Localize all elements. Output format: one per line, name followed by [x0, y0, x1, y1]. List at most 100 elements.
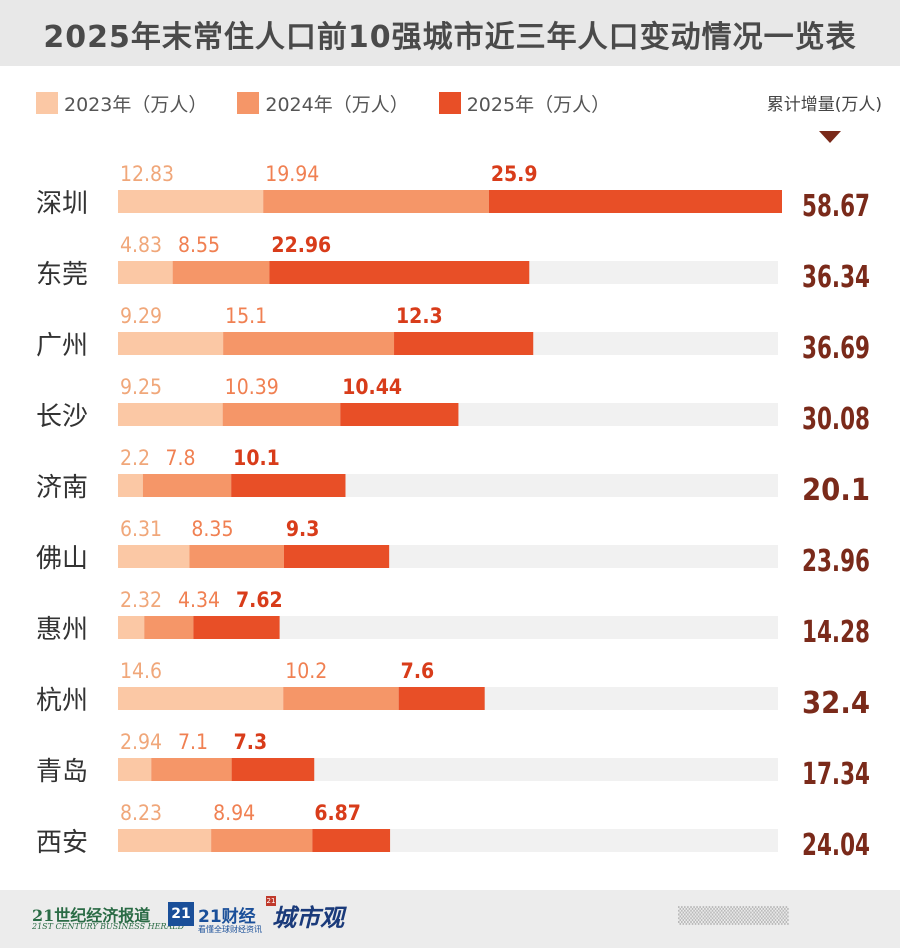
bar-segment-2025: [231, 474, 346, 497]
value-label-2023: 9.29: [120, 304, 162, 328]
city-label: 惠州: [36, 615, 88, 645]
bar-segment-2025: [269, 261, 530, 284]
city-label: 杭州: [36, 686, 88, 716]
total-value: 23.96: [802, 544, 870, 579]
bar-segment-2023: [118, 474, 143, 497]
value-label-2025: 7.6: [401, 659, 434, 683]
value-label-2023: 2.94: [120, 730, 162, 754]
value-label-2024: 15.1: [225, 304, 267, 328]
value-label-2023: 8.23: [120, 801, 162, 825]
value-label-2023: 12.83: [120, 162, 174, 186]
value-label-2023: 14.6: [120, 659, 162, 683]
value-label-2024: 10.39: [225, 375, 279, 399]
value-label-2025: 10.1: [233, 446, 280, 470]
total-value: 36.34: [802, 260, 870, 295]
bar-segment-2023: [118, 687, 284, 710]
bar-segment-2023: [118, 190, 264, 213]
value-label-2025: 6.87: [314, 801, 361, 825]
down-arrow-icon: [819, 131, 841, 143]
bar-segment-2025: [340, 403, 459, 426]
logo-21-century-business-herald: 21世纪经济报道: [32, 906, 151, 925]
watermark: ▒▒▒▒▒▒▒▒▒: [678, 906, 789, 925]
value-label-2025: 25.9: [491, 162, 538, 186]
logo-city-view-mark: 21: [266, 896, 276, 906]
bar-segment-2023: [118, 332, 224, 355]
city-label: 东莞: [36, 260, 88, 290]
bar-segment-2024: [151, 758, 232, 781]
bar-segment-2025: [231, 758, 315, 781]
bar-segment-2025: [398, 687, 485, 710]
legend-label-2025: 2025年（万人）: [466, 93, 611, 116]
total-header: 累计增量(万人): [766, 95, 882, 115]
value-label-2024: 7.8: [166, 446, 196, 470]
value-label-2025: 7.3: [234, 730, 267, 754]
value-label-2023: 4.83: [120, 233, 162, 257]
bar-segment-2024: [144, 616, 194, 639]
chart-title: 2025年末常住人口前10强城市近三年人口变动情况一览表: [43, 20, 857, 55]
footer: 21世纪经济报道 21ST CENTURY BUSINESS HERALD 21…: [0, 890, 900, 948]
city-label: 西安: [36, 828, 88, 858]
bar-segment-2025: [283, 545, 390, 568]
logo-21-badge: 21: [168, 902, 194, 926]
legend-item-2025: 2025年（万人）: [438, 90, 611, 117]
bar-segment-2024: [223, 332, 395, 355]
total-value: 24.04: [802, 828, 870, 863]
bar-segment-2023: [118, 403, 223, 426]
value-label-2024: 8.35: [191, 517, 233, 541]
legend-item-2024: 2024年（万人）: [237, 90, 409, 117]
bar-segment-2023: [118, 829, 212, 852]
city-label: 青岛: [36, 757, 88, 787]
total-value: 58.67: [802, 189, 870, 224]
bar-segment-2024: [189, 545, 284, 568]
total-value: 36.69: [802, 331, 870, 366]
bar-segment-2024: [283, 687, 399, 710]
logo-21-finance-subtitle: 看懂全球财经资讯: [198, 925, 262, 934]
value-label-2025: 7.62: [236, 588, 283, 612]
value-label-2024: 19.94: [265, 162, 319, 186]
value-label-2024: 7.1: [178, 730, 208, 754]
total-value: 30.08: [802, 402, 870, 437]
bar-segment-2024: [142, 474, 232, 497]
bar-track: [118, 616, 778, 639]
logo-city-view: 城市观: [272, 903, 344, 932]
city-label: 广州: [36, 331, 88, 361]
bar-segment-2023: [118, 261, 173, 284]
total-value: 17.34: [802, 757, 870, 792]
logo-21-finance: 21财经: [198, 907, 256, 927]
value-label-2024: 4.34: [178, 588, 220, 612]
legend-swatch-2023: [36, 92, 58, 114]
bar-segment-2025: [488, 190, 782, 213]
value-label-2024: 10.2: [285, 659, 327, 683]
legend-swatch-2025: [438, 92, 461, 114]
bar-segment-2023: [118, 545, 190, 568]
value-label-2023: 2.2: [120, 446, 150, 470]
value-label-2023: 2.32: [120, 588, 162, 612]
bar-segment-2024: [263, 190, 489, 213]
value-label-2025: 12.3: [396, 304, 443, 328]
bar-segment-2023: [118, 616, 145, 639]
legend-swatch-2024: [237, 92, 260, 114]
city-label: 长沙: [36, 402, 88, 432]
city-label: 济南: [36, 473, 88, 503]
bar-segment-2024: [222, 403, 341, 426]
legend-label-2023: 2023年（万人）: [64, 93, 208, 116]
bar-segment-2024: [211, 829, 313, 852]
value-label-2025: 22.96: [271, 233, 331, 257]
value-label-2025: 9.3: [286, 517, 319, 541]
city-label: 佛山: [36, 544, 88, 574]
value-label-2023: 9.25: [120, 375, 162, 399]
value-label-2024: 8.94: [213, 801, 255, 825]
value-label-2025: 10.44: [342, 375, 402, 399]
legend-label-2024: 2024年（万人）: [265, 93, 409, 116]
bar-segment-2025: [394, 332, 534, 355]
bar-segment-2025: [193, 616, 280, 639]
bar-segment-2023: [118, 758, 152, 781]
total-value: 32.4: [802, 686, 870, 721]
bar-segment-2025: [312, 829, 391, 852]
total-value: 14.28: [802, 615, 870, 650]
value-label-2024: 8.55: [178, 233, 220, 257]
value-label-2023: 6.31: [120, 517, 162, 541]
city-label: 深圳: [36, 189, 88, 219]
logo-21-century-subtitle: 21ST CENTURY BUSINESS HERALD: [32, 922, 184, 931]
